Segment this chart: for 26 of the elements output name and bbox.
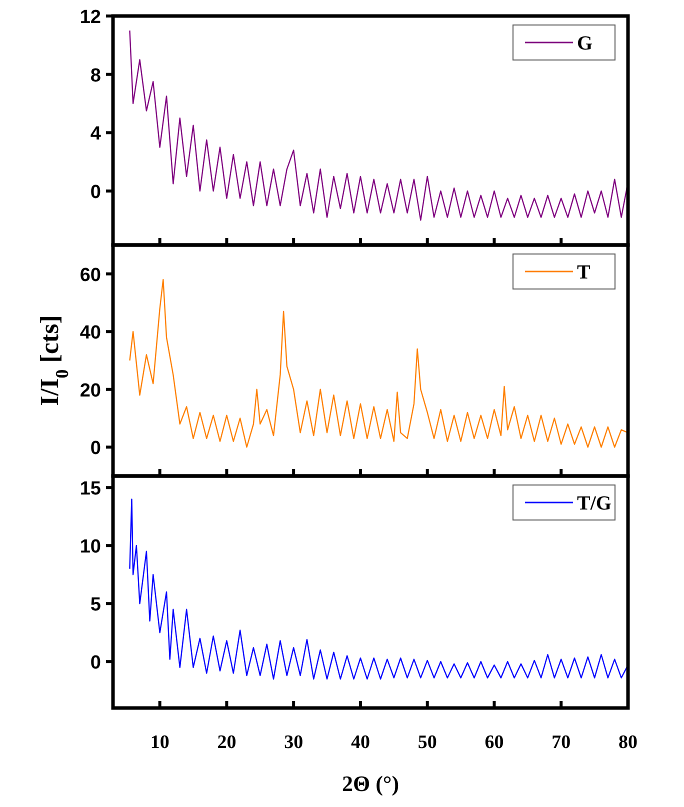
- y-tick-label: 20: [80, 380, 101, 402]
- y-tick-label: 12: [80, 7, 101, 28]
- legend-label: G: [577, 32, 593, 54]
- y-tick-label: 4: [90, 124, 102, 145]
- y-tick-label: 15: [80, 478, 102, 500]
- y-tick-label: 0: [90, 438, 101, 460]
- x-tick-label: 10: [150, 732, 170, 753]
- y-tick-label: 0: [90, 652, 101, 674]
- x-tick-label: 60: [484, 732, 504, 753]
- legend-label: T: [577, 262, 591, 284]
- x-tick-label: 40: [350, 732, 370, 753]
- y-tick-label: 40: [80, 322, 101, 344]
- y-tick-label: 8: [90, 65, 101, 86]
- x-tick-label: 80: [618, 732, 638, 753]
- line-series: [129, 30, 628, 221]
- y-tick-label: 0: [90, 182, 101, 204]
- x-tick-label: 50: [418, 732, 437, 753]
- x-tick-label: 30: [284, 732, 304, 753]
- x-tick-label: 20: [217, 732, 236, 753]
- line-series: [129, 279, 628, 448]
- y-tick-label: 10: [80, 536, 101, 558]
- y-tick-label: 5: [90, 594, 102, 616]
- x-axis-title: 2Θ (°): [342, 771, 400, 796]
- x-tick-label: 70: [552, 732, 571, 753]
- legend-label: T/G: [577, 492, 612, 514]
- y-tick-label: 60: [80, 264, 101, 286]
